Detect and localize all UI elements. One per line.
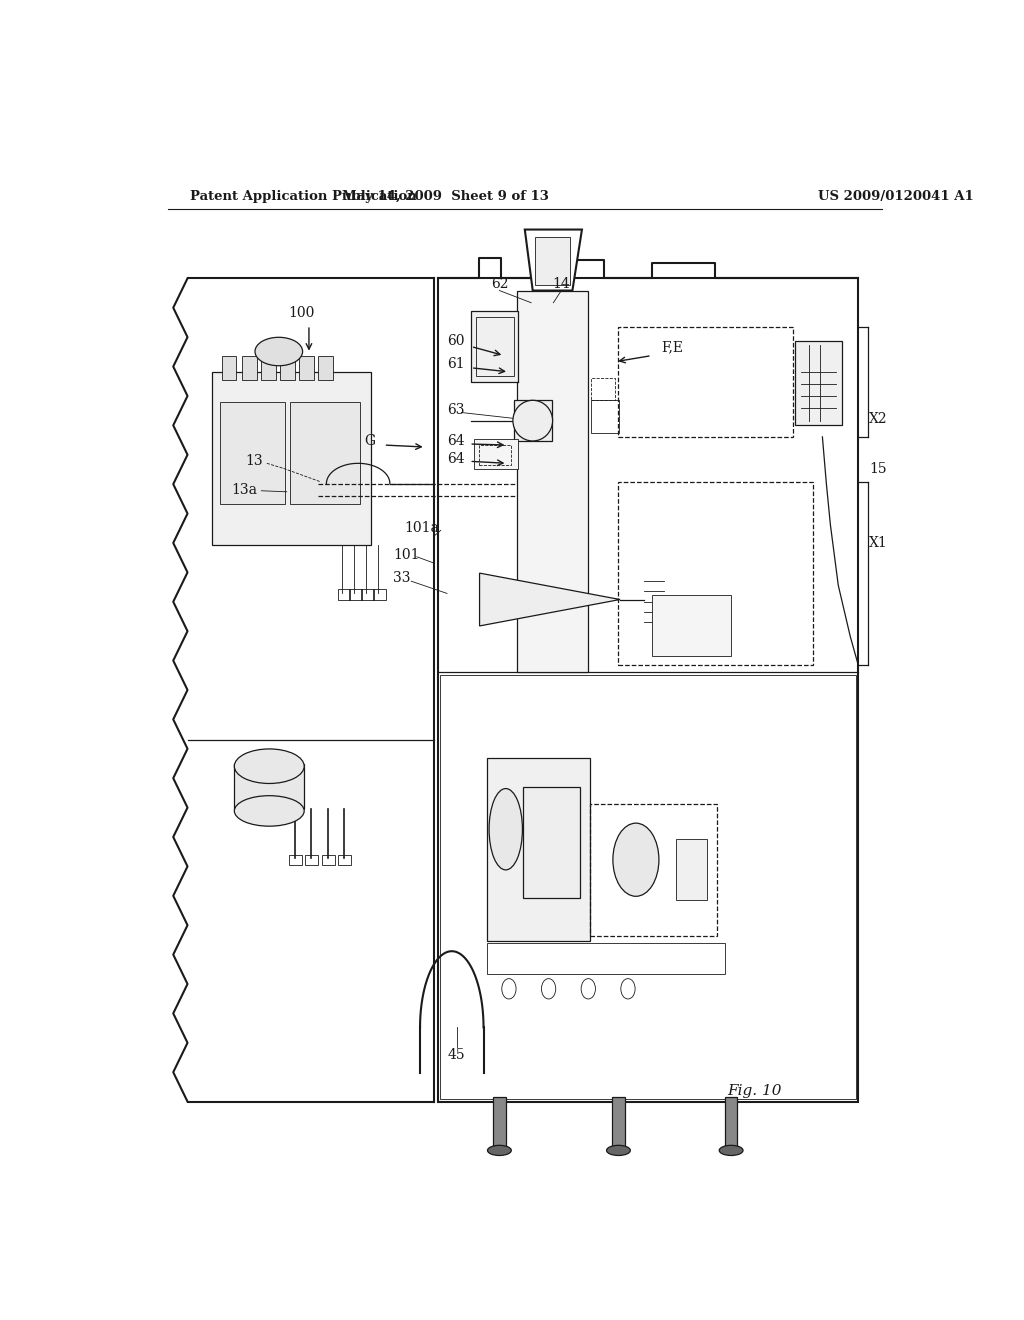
Text: 64: 64 xyxy=(447,453,465,466)
Ellipse shape xyxy=(719,1146,743,1155)
Bar xyxy=(514,400,552,441)
Bar xyxy=(592,378,615,400)
Ellipse shape xyxy=(487,1146,511,1155)
Bar xyxy=(305,854,317,865)
Text: G: G xyxy=(365,434,376,447)
Ellipse shape xyxy=(606,1146,631,1155)
Text: Fig. 10: Fig. 10 xyxy=(728,1085,782,1098)
Ellipse shape xyxy=(613,824,658,896)
Bar xyxy=(494,1097,506,1147)
Bar xyxy=(618,482,813,664)
Ellipse shape xyxy=(513,400,553,441)
Text: Patent Application Publication: Patent Application Publication xyxy=(189,190,417,202)
Text: 101: 101 xyxy=(393,548,420,562)
Ellipse shape xyxy=(255,338,303,366)
Bar xyxy=(281,355,295,380)
Bar xyxy=(338,854,351,865)
Ellipse shape xyxy=(234,748,304,784)
Bar xyxy=(486,942,725,974)
Bar xyxy=(517,290,588,672)
Bar xyxy=(486,758,590,941)
Bar xyxy=(373,589,386,599)
Bar xyxy=(725,1097,737,1147)
Text: 33: 33 xyxy=(393,572,411,585)
Text: 100: 100 xyxy=(289,306,314,319)
Text: 14: 14 xyxy=(552,277,570,292)
Bar xyxy=(474,440,518,470)
Bar xyxy=(437,279,858,1102)
Bar xyxy=(338,589,350,599)
Bar xyxy=(289,854,302,865)
Bar xyxy=(243,355,257,380)
Ellipse shape xyxy=(489,788,522,870)
Bar xyxy=(361,589,374,599)
Text: X1: X1 xyxy=(869,536,888,549)
Ellipse shape xyxy=(621,978,635,999)
Ellipse shape xyxy=(582,978,595,999)
Bar xyxy=(612,1097,625,1147)
Text: X2: X2 xyxy=(869,412,888,425)
Bar xyxy=(536,236,570,285)
Bar xyxy=(221,355,236,380)
Ellipse shape xyxy=(542,978,556,999)
Text: US 2009/0120041 A1: US 2009/0120041 A1 xyxy=(818,190,974,202)
Bar xyxy=(676,840,708,900)
Bar xyxy=(440,675,856,1098)
Text: 63: 63 xyxy=(447,404,465,417)
Text: 61: 61 xyxy=(447,356,465,371)
Text: May 14, 2009  Sheet 9 of 13: May 14, 2009 Sheet 9 of 13 xyxy=(342,190,549,202)
Bar xyxy=(479,445,511,466)
Polygon shape xyxy=(524,230,582,290)
Ellipse shape xyxy=(502,978,516,999)
Bar xyxy=(618,327,793,437)
Bar xyxy=(299,355,313,380)
Ellipse shape xyxy=(234,796,304,826)
Bar xyxy=(471,312,518,381)
Bar xyxy=(290,403,359,504)
Text: F,E: F,E xyxy=(662,341,683,355)
Bar xyxy=(261,355,275,380)
Bar xyxy=(220,403,285,504)
Text: 15: 15 xyxy=(869,462,887,477)
Bar xyxy=(652,595,731,656)
Text: 13a: 13a xyxy=(231,483,257,496)
Text: 45: 45 xyxy=(447,1048,465,1061)
Bar xyxy=(475,317,514,376)
Bar xyxy=(592,400,620,433)
Bar xyxy=(795,342,842,425)
Bar xyxy=(590,804,717,936)
Bar xyxy=(212,372,371,545)
Bar xyxy=(318,355,333,380)
Text: 101a: 101a xyxy=(404,521,439,536)
Text: 60: 60 xyxy=(447,334,465,348)
Polygon shape xyxy=(479,573,620,626)
Bar xyxy=(323,854,335,865)
Bar xyxy=(234,764,304,809)
Text: 13: 13 xyxy=(246,454,263,469)
Text: 62: 62 xyxy=(490,277,508,292)
Bar xyxy=(523,787,581,899)
Text: 64: 64 xyxy=(447,434,465,447)
Bar xyxy=(349,589,362,599)
